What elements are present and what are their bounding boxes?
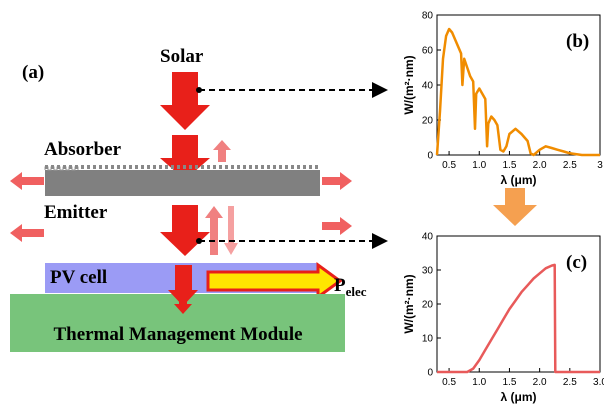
y-tick-label: 20 <box>422 116 434 127</box>
x-axis-label: λ (μm) <box>500 390 536 404</box>
y-axis-label: W/(m²·nm) <box>402 55 416 114</box>
x-tick-label: 2.5 <box>563 160 577 171</box>
loss-arrow <box>322 217 352 235</box>
figure: (a) Solar Absorber Emitter PV cell Pelec… <box>0 0 604 404</box>
x-tick-label: 0.5 <box>442 160 456 171</box>
y-tick-label: 10 <box>422 334 434 345</box>
absorber-texture <box>45 167 78 170</box>
y-tick-label: 20 <box>422 300 434 311</box>
reradiation-arrow <box>213 140 231 162</box>
y-tick-label: 40 <box>422 232 434 243</box>
loss-arrow <box>10 172 44 190</box>
data-line <box>437 265 600 372</box>
loss-arrow <box>10 224 44 242</box>
pv-cell-label: PV cell <box>50 267 107 288</box>
x-tick-label: 1.0 <box>472 160 486 171</box>
x-axis-label: λ (μm) <box>500 173 536 187</box>
p-label: P <box>334 275 346 296</box>
x-tick-label: 0.5 <box>442 377 456 388</box>
x-tick-label: 2.0 <box>533 377 547 388</box>
p-subscript: elec <box>346 284 367 299</box>
y-tick-label: 40 <box>422 81 434 92</box>
panel-label: (c) <box>566 252 587 273</box>
loss-arrow <box>322 172 352 190</box>
y-axis-label: W/(m²·nm) <box>402 274 416 333</box>
panel-label: (b) <box>566 31 589 52</box>
x-tick-label: 3 <box>597 160 603 171</box>
panel-a: (a) Solar Absorber Emitter PV cell Pelec… <box>10 46 386 352</box>
dot <box>196 238 202 244</box>
down-arrow <box>224 206 238 255</box>
emitter-label: Emitter <box>44 202 108 223</box>
solar-arrow <box>160 72 210 130</box>
y-tick-label: 30 <box>422 266 434 277</box>
thermal-label: Thermal Management Module <box>53 324 302 345</box>
y-tick-label: 80 <box>422 11 434 22</box>
panel-label: (a) <box>22 62 44 83</box>
chart: 0 20 40 60 80 0.5 1.0 1.5 2.0 2.5 3 λ (μm) W/(m²·nm)… <box>402 11 603 188</box>
y-tick-label: 60 <box>422 46 434 57</box>
x-tick-label: 2.0 <box>533 160 547 171</box>
y-tick-label: 0 <box>427 151 433 162</box>
up-arrow <box>205 206 223 255</box>
x-tick-label: 3.0 <box>593 377 604 388</box>
y-tick-label: 0 <box>427 368 433 379</box>
emitter-arrow <box>160 205 210 256</box>
x-tick-label: 1.5 <box>502 377 516 388</box>
x-tick-label: 1.0 <box>472 377 486 388</box>
transition-arrow <box>493 188 537 226</box>
chart: 0 10 20 30 40 0.5 1.0 1.5 2.0 2.5 3.0 λ (μm) W/(m²·n… <box>402 232 604 404</box>
page: (a) Solar Absorber Emitter PV cell Pelec… <box>0 0 604 404</box>
x-tick-label: 2.5 <box>563 377 577 388</box>
dot <box>196 87 202 93</box>
x-tick-label: 1.5 <box>502 160 516 171</box>
solar-label: Solar <box>160 46 204 67</box>
absorber-label: Absorber <box>44 139 122 160</box>
absorber-block <box>45 170 320 196</box>
